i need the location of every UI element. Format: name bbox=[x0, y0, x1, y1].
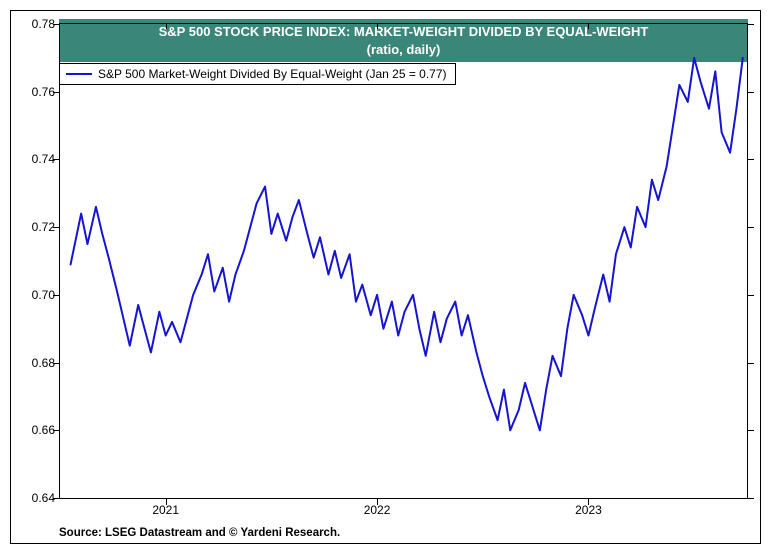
y-tick-mark bbox=[53, 159, 59, 160]
y-tick-mark bbox=[53, 498, 59, 499]
y-tick-mark bbox=[748, 227, 754, 228]
y-tick-mark bbox=[748, 498, 754, 499]
y-tick-mark bbox=[53, 92, 59, 93]
y-tick-mark bbox=[53, 227, 59, 228]
x-tick-label: 2022 bbox=[364, 503, 391, 517]
y-tick-label: 0.66 bbox=[17, 423, 55, 437]
y-tick-mark bbox=[748, 92, 754, 93]
y-tick-mark bbox=[748, 363, 754, 364]
y-tick-mark bbox=[748, 159, 754, 160]
y-tick-mark bbox=[53, 24, 59, 25]
chart-container: S&P 500 STOCK PRICE INDEX: MARKET-WEIGHT… bbox=[10, 10, 761, 544]
plot-area bbox=[59, 23, 748, 499]
line-series-svg bbox=[60, 24, 747, 498]
x-tick-label: 2023 bbox=[575, 503, 602, 517]
x-tick-mark bbox=[377, 499, 378, 505]
y-tick-label: 0.74 bbox=[17, 152, 55, 166]
y-tick-label: 0.70 bbox=[17, 288, 55, 302]
y-tick-label: 0.64 bbox=[17, 491, 55, 505]
x-tick-mark bbox=[166, 23, 167, 29]
y-tick-mark bbox=[53, 363, 59, 364]
y-tick-label: 0.68 bbox=[17, 356, 55, 370]
x-tick-label: 2021 bbox=[152, 503, 179, 517]
y-tick-mark bbox=[748, 24, 754, 25]
y-tick-label: 0.72 bbox=[17, 220, 55, 234]
x-tick-mark bbox=[377, 23, 378, 29]
y-tick-label: 0.78 bbox=[17, 17, 55, 31]
x-tick-mark bbox=[166, 499, 167, 505]
chart-source-text: Source: LSEG Datastream and © Yardeni Re… bbox=[59, 527, 340, 539]
y-tick-label: 0.76 bbox=[17, 85, 55, 99]
y-tick-mark bbox=[748, 430, 754, 431]
y-tick-mark bbox=[53, 295, 59, 296]
y-tick-mark bbox=[53, 430, 59, 431]
y-tick-mark bbox=[748, 295, 754, 296]
x-tick-mark bbox=[588, 23, 589, 29]
x-tick-mark bbox=[588, 499, 589, 505]
